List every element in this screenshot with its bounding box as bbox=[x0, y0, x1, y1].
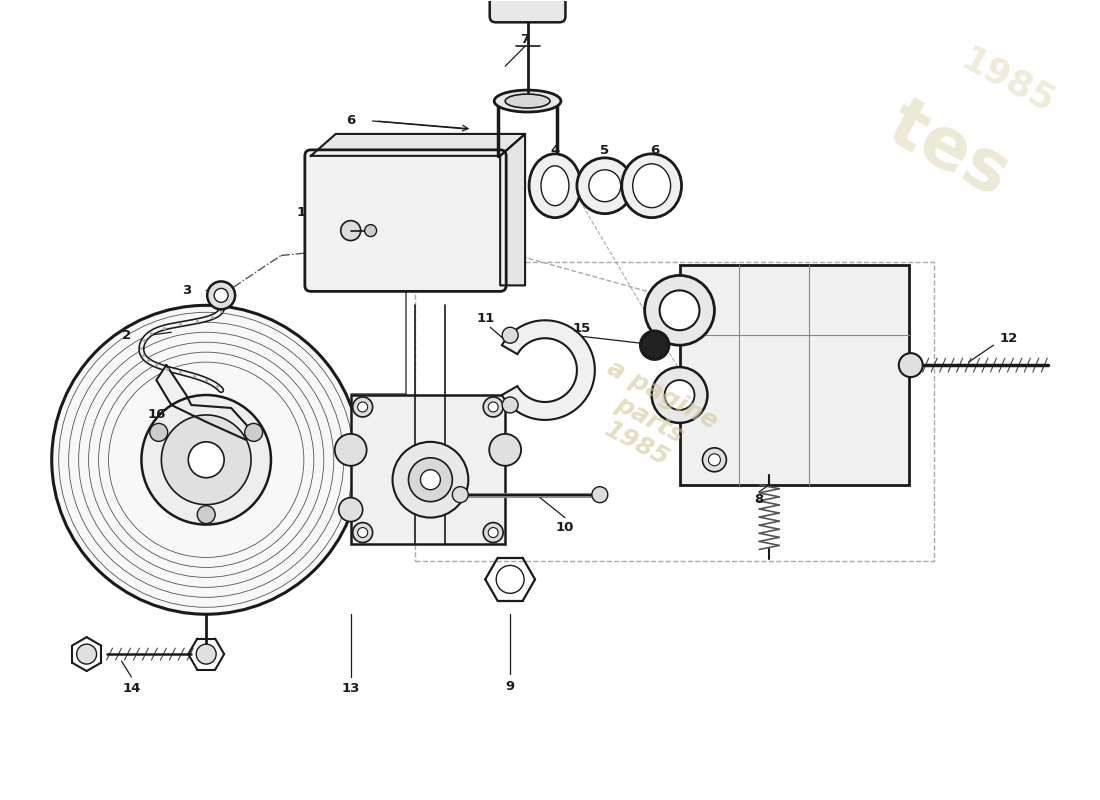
Text: 1985: 1985 bbox=[956, 42, 1060, 120]
Circle shape bbox=[150, 423, 167, 442]
Ellipse shape bbox=[621, 154, 682, 218]
Text: 9: 9 bbox=[506, 681, 515, 694]
Circle shape bbox=[899, 353, 923, 377]
Circle shape bbox=[664, 380, 694, 410]
Circle shape bbox=[341, 221, 361, 241]
Circle shape bbox=[188, 442, 224, 478]
Ellipse shape bbox=[632, 164, 671, 208]
Circle shape bbox=[490, 434, 521, 466]
Circle shape bbox=[77, 644, 97, 664]
Text: tes: tes bbox=[877, 90, 1021, 211]
Circle shape bbox=[353, 397, 373, 417]
Circle shape bbox=[503, 397, 518, 413]
Text: 6: 6 bbox=[346, 114, 355, 127]
Ellipse shape bbox=[529, 154, 581, 218]
Text: 12: 12 bbox=[999, 332, 1018, 345]
Circle shape bbox=[162, 415, 251, 505]
Text: 3: 3 bbox=[182, 284, 191, 297]
Polygon shape bbox=[502, 320, 595, 420]
Circle shape bbox=[703, 448, 726, 472]
Circle shape bbox=[334, 434, 366, 466]
Ellipse shape bbox=[494, 90, 561, 112]
Circle shape bbox=[52, 306, 361, 614]
Circle shape bbox=[452, 486, 469, 502]
Circle shape bbox=[488, 402, 498, 412]
Text: 10: 10 bbox=[556, 521, 574, 534]
Text: 1: 1 bbox=[296, 206, 306, 219]
Circle shape bbox=[364, 225, 376, 237]
FancyBboxPatch shape bbox=[680, 266, 909, 485]
Circle shape bbox=[408, 458, 452, 502]
Ellipse shape bbox=[541, 166, 569, 206]
Circle shape bbox=[197, 506, 216, 523]
Circle shape bbox=[592, 486, 608, 502]
Ellipse shape bbox=[505, 94, 550, 108]
FancyBboxPatch shape bbox=[351, 395, 505, 545]
Polygon shape bbox=[500, 134, 525, 286]
Text: 16: 16 bbox=[147, 409, 166, 422]
Text: 14: 14 bbox=[122, 682, 141, 695]
Circle shape bbox=[645, 275, 714, 345]
Circle shape bbox=[588, 170, 620, 202]
Text: a pagine
parts
1985: a pagine parts 1985 bbox=[578, 356, 722, 484]
Circle shape bbox=[244, 423, 263, 442]
Circle shape bbox=[142, 395, 271, 525]
Circle shape bbox=[483, 522, 503, 542]
FancyBboxPatch shape bbox=[305, 150, 506, 291]
Circle shape bbox=[358, 527, 367, 538]
Circle shape bbox=[708, 454, 720, 466]
Polygon shape bbox=[311, 134, 525, 156]
FancyBboxPatch shape bbox=[490, 0, 565, 22]
Text: 2: 2 bbox=[122, 329, 131, 342]
Text: 7: 7 bbox=[520, 33, 529, 46]
Circle shape bbox=[496, 566, 524, 594]
Circle shape bbox=[483, 397, 503, 417]
Text: 15: 15 bbox=[573, 322, 591, 334]
Circle shape bbox=[207, 282, 235, 310]
Circle shape bbox=[214, 288, 228, 302]
Circle shape bbox=[339, 498, 363, 522]
Text: 6: 6 bbox=[650, 144, 659, 158]
Circle shape bbox=[196, 644, 217, 664]
Text: 4: 4 bbox=[550, 144, 560, 158]
Circle shape bbox=[503, 327, 518, 343]
Text: 13: 13 bbox=[341, 682, 360, 695]
Circle shape bbox=[358, 402, 367, 412]
Circle shape bbox=[420, 470, 440, 490]
Text: 5: 5 bbox=[601, 144, 609, 158]
Circle shape bbox=[393, 442, 469, 518]
Bar bbox=[416, 262, 934, 562]
Circle shape bbox=[660, 290, 700, 330]
Circle shape bbox=[576, 158, 632, 214]
Circle shape bbox=[353, 522, 373, 542]
Circle shape bbox=[640, 331, 669, 359]
Circle shape bbox=[651, 367, 707, 423]
Circle shape bbox=[488, 527, 498, 538]
Text: 11: 11 bbox=[476, 312, 494, 325]
Text: 8: 8 bbox=[755, 493, 763, 506]
Polygon shape bbox=[156, 365, 251, 440]
